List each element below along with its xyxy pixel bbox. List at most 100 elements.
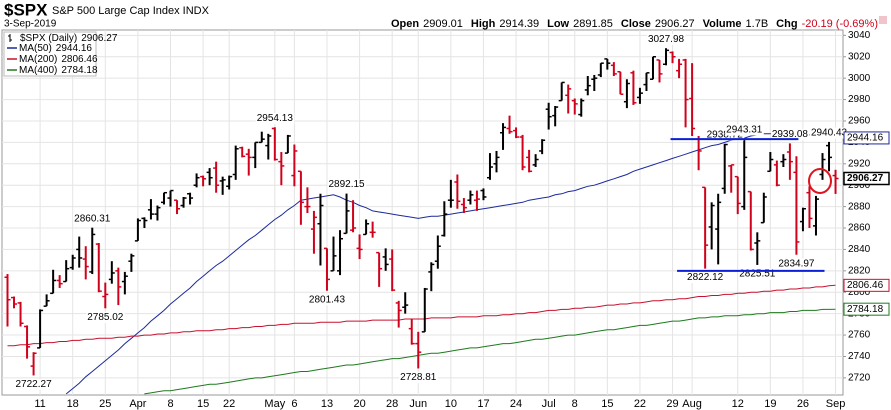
ohlc-bar [421,287,428,333]
legend-icon [8,34,12,42]
x-tick-label: 19 [764,398,776,410]
annotation: 2954.13 [257,113,294,124]
x-tick-label: 6 [291,398,297,410]
legend-entry: $SPX (Daily) 2906.27 [20,33,118,44]
ohlc-bar [630,70,637,105]
ohlc-bar [584,76,591,96]
annotation-bg [255,112,295,124]
ohlc-bar [37,309,44,349]
value-box [843,171,890,186]
x-tick-label: 18 [67,398,79,410]
ohlc-bar [369,221,376,238]
ohlc-bar [454,174,461,209]
ohlc-bar [799,207,806,232]
ohlc-bar [226,175,233,190]
ohlc-bar [147,199,154,220]
ohlc-bar [82,246,89,280]
ohlc-bar [428,262,435,292]
ohlc-bar [643,72,650,92]
annotation: 2728.81 [400,372,437,383]
ohlc-bar [219,176,226,195]
ohlc-bar [115,267,122,306]
ohlc-bar [43,294,50,307]
ohlc-bar [610,62,617,77]
ohlc-bar [415,331,422,369]
ohlc-bar [239,146,246,158]
ohlc-bar [676,58,683,79]
ohlc-bar [532,154,539,168]
ohlc-bar [728,164,735,193]
ohlc-bar [558,81,565,102]
legend-value: 2906.27 [81,33,118,44]
legend-name: $SPX (Daily) [20,33,77,44]
legend-value: 2806.46 [61,54,98,65]
ohlc-bar [682,58,689,128]
x-tick-label: 17 [477,398,489,410]
ohlc-bar [656,59,663,83]
ohlc-bar [447,179,454,208]
stat-value: -20.19 (-0.69%) [802,18,878,30]
annotation-bg [770,129,810,141]
ma-line [65,131,836,395]
stat-label: Volume [703,18,742,30]
ohlc-bar [56,275,63,288]
x-tick-label: Sep [826,398,846,410]
ohlc-bar [141,217,148,229]
value-box-label: 2784.18 [847,304,884,315]
ohlc-bar [819,153,826,180]
ohlc-bar [597,62,604,78]
ohlc-bar [663,48,670,66]
ohlc-bar [134,218,141,242]
legend-entry: MA(400) 2784.18 [19,65,98,76]
ohlc-bar [623,79,630,109]
x-tick-label: Jun [409,398,427,410]
annotation-bg [327,179,367,191]
ohlc-bar [806,186,813,229]
ohlc-bar [565,84,572,114]
stat-value: 2891.85 [573,18,613,30]
value-box-label: 2806.46 [847,280,884,291]
stat-value: 2909.01 [423,18,463,30]
annotation-bg [307,294,347,306]
annotation-bg [777,258,816,270]
ohlc-bar [17,301,24,327]
ohlc-bar [786,143,793,180]
ohlc-bar [402,292,409,314]
ohlc-bar [793,156,800,255]
ohlc-bar [741,138,748,210]
ma-line [7,284,836,347]
ohlc-bar [500,123,507,150]
ohlc-bar [832,169,839,194]
x-tick-label: Aug [682,398,702,410]
y-tick-label: 2920 [848,158,871,169]
ohlc-bar [108,261,115,284]
ohlc-bar [337,230,344,276]
ohlc-bar [187,192,194,205]
annotation-bg [809,127,849,139]
ohlc-bar [395,300,402,328]
x-tick-label: 8 [572,398,578,410]
x-tick-label: 28 [386,398,398,410]
ohlc-bar [24,325,31,359]
annotation-bg [705,129,745,141]
ohlc-bar [278,152,285,186]
annotation: 2834.97 [778,258,815,269]
annotation: 2801.43 [309,294,346,305]
x-tick-label: 8 [167,398,173,410]
legend-value: 2784.18 [61,65,98,76]
ohlc-bar [128,253,135,272]
annotation: 2860.31 [74,213,111,224]
ohlc-bar [734,175,741,215]
ohlc-bar [4,274,11,327]
ohlc-bar [754,232,761,265]
y-tick-label: 2760 [848,330,871,341]
ohlc-bar [232,145,239,180]
ohlc-bar [323,247,330,291]
legend-entry: MA(50) 2944.16 [19,43,92,54]
annotation-bg [14,379,54,391]
annotation-bg [86,311,125,323]
ohlc-bar [252,141,259,169]
y-tick-label: 3000 [848,73,871,84]
legend-name: MA(200) [19,54,57,65]
